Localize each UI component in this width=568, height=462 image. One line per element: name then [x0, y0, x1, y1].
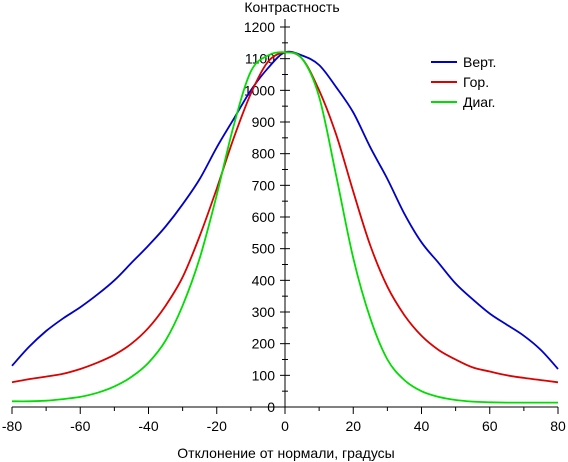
x-axis-label: Отклонение от нормали, градусы [177, 445, 394, 461]
x-tick-label: 20 [345, 418, 361, 434]
legend-label: Верт. [463, 54, 496, 70]
legend-label: Гор. [463, 74, 489, 90]
y-tick-label: 400 [252, 272, 276, 288]
y-tick-label: 1200 [244, 19, 275, 35]
series-line-3 [11, 51, 558, 404]
svg-text:Отклонение от нормали, градусы: Отклонение от нормали, градусы [177, 445, 394, 461]
x-tick-label: 80 [550, 418, 566, 434]
x-tick-label: 40 [414, 418, 430, 434]
x-tick-label: -40 [138, 418, 158, 434]
y-axis-label: Контрастность [244, 0, 339, 15]
x-tick-label: -80 [2, 418, 22, 434]
x-tick-label: -20 [207, 418, 227, 434]
y-tick-label: 700 [252, 177, 276, 193]
y-tick-label: 600 [252, 209, 276, 225]
legend: Верт. Гор. Диаг. [431, 54, 496, 110]
y-tick-label: 500 [252, 241, 276, 257]
y-tick-label: 200 [252, 336, 276, 352]
svg-text:Контрастность: Контрастность [244, 0, 339, 15]
series-layer [11, 50, 559, 404]
y-tick-label: 0 [267, 399, 275, 415]
x-tick-label: 60 [482, 418, 498, 434]
y-tick-label: 300 [252, 304, 276, 320]
y-tick-label: 900 [252, 114, 276, 130]
axes: -80 -60 -40 -20 0 20 40 60 800100200300400500600… [2, 19, 566, 434]
y-tick-label: 800 [252, 146, 276, 162]
y-tick-label: 100 [252, 367, 276, 383]
x-tick-label: 0 [281, 418, 289, 434]
x-tick-label: -60 [70, 418, 90, 434]
y-tick-label: 1000 [244, 82, 275, 98]
legend-label: Диаг. [463, 94, 495, 110]
